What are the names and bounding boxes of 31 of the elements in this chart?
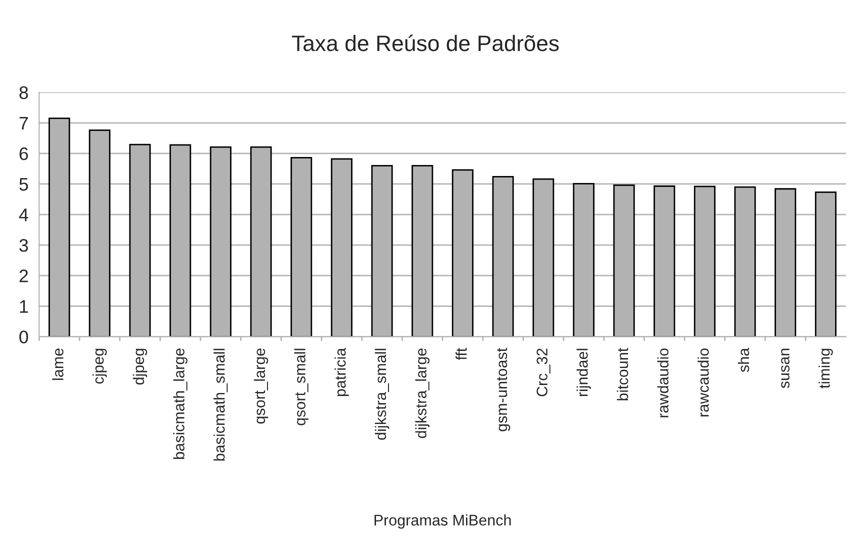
- x-tick-label: dijkstra_large: [415, 348, 430, 438]
- x-tick-label: Crc_32: [536, 348, 550, 396]
- x-tick-label: bitcount: [616, 348, 628, 400]
- y-tick-label: 5: [19, 178, 28, 191]
- x-axis-title: Programas MiBench: [374, 514, 511, 529]
- y-tick-label: 8: [19, 86, 28, 100]
- chart-title: Taxa de Reúso de Padrões: [292, 34, 559, 52]
- x-tick-label: patricia: [334, 348, 349, 396]
- y-tick-label: 4: [19, 208, 28, 222]
- x-tick-label: gsm-untoast: [497, 348, 510, 432]
- x-tick-label: fft: [456, 348, 467, 360]
- y-tick-label: 1: [20, 300, 28, 313]
- y-tick-label: 3: [19, 239, 28, 252]
- x-tick-label: rawdaudio: [657, 348, 668, 418]
- x-tick-label: basicmath_large: [173, 348, 188, 459]
- y-tick-label: 6: [20, 147, 28, 160]
- x-tick-label: qsort_small: [294, 348, 308, 426]
- x-tick-label: qsort_large: [254, 348, 268, 424]
- y-tick-label: 7: [20, 117, 28, 130]
- x-tick-label: sha: [738, 348, 750, 372]
- x-tick-label: susan: [781, 348, 790, 388]
- y-tick-label: 2: [20, 270, 28, 282]
- x-tick-label: rawcaudio: [698, 348, 709, 416]
- y-tick-label: 0: [19, 330, 28, 344]
- x-tick-label: cjpeg: [92, 348, 107, 384]
- x-tick-label: dijkstra_small: [374, 348, 390, 440]
- x-tick-label: rijndael: [576, 348, 591, 396]
- x-tick-label: djpeg: [132, 348, 148, 385]
- x-tick-label: basicmath_small: [214, 348, 228, 461]
- x-tick-label: lame: [52, 348, 64, 380]
- x-tick-label: timing: [818, 348, 833, 388]
